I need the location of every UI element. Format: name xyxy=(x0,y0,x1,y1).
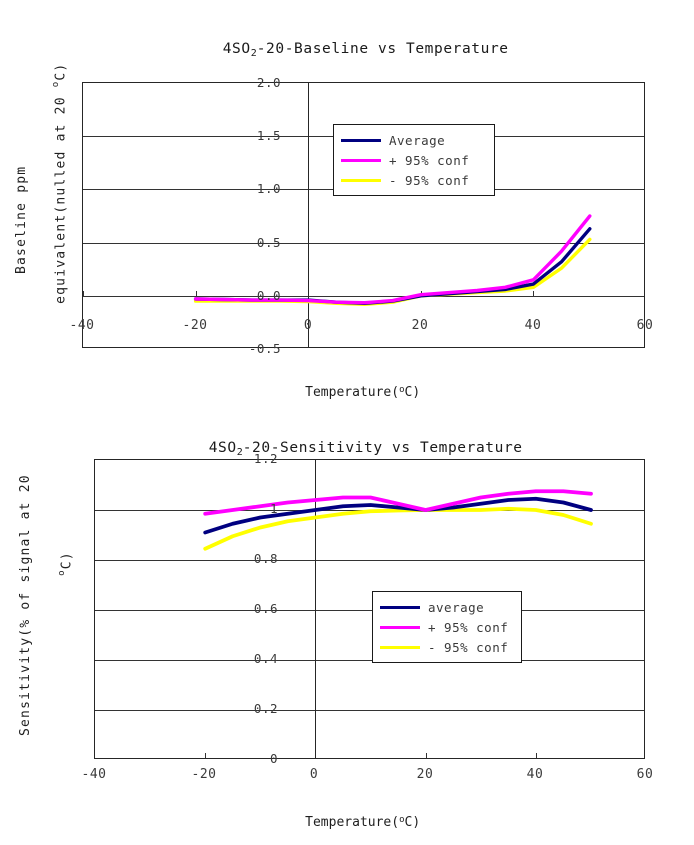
chart2-y-axis-title-line1: Sensitivity(% of signal at 20 xyxy=(18,474,33,736)
chart1-title-subscript: 2 xyxy=(250,48,257,59)
chart1-y-axis-title-line2-text: equivalent(nulled at 20 xyxy=(53,87,69,304)
sensitivity-chart-block: 4SO2-20-Sensitivity vs Temperature Sensi… xyxy=(0,400,694,833)
chart2-xtick-label--20: -20 xyxy=(191,767,217,782)
chart1-gridline-0.0 xyxy=(83,295,644,297)
chart1-x-axis-title-unit: C) xyxy=(404,385,421,400)
chart1-y-axis-title-line2-unit: C) xyxy=(53,62,69,81)
chart2-x-axis-title-unit: C) xyxy=(404,815,421,830)
chart2-gridline-0.8 xyxy=(95,560,644,561)
chart2-curves xyxy=(203,489,593,551)
degree-symbol-icon: o xyxy=(399,815,405,825)
chart2-series-upper-conf xyxy=(203,489,593,516)
chart2-legend-swatch-lower-conf xyxy=(380,645,420,649)
chart2-legend-swatch-average xyxy=(380,605,420,609)
chart2-ytick-label-0.4: 0.4 xyxy=(253,651,278,666)
chart2-title-prefix: 4SO xyxy=(208,440,237,456)
chart2-ytick-label-0.2: 0.2 xyxy=(253,701,278,716)
chart1-ytick-label-0.5: 0.5 xyxy=(256,235,281,250)
chart1-y-axis-title-line1: Baseline ppm xyxy=(14,165,29,275)
chart1-y-axis-title-line2: equivalent(nulled at 20 oC) xyxy=(36,63,83,340)
chart1-legend: Average + 95% conf - 95% conf xyxy=(333,124,495,196)
chart2-xtick-20 xyxy=(425,753,427,758)
chart1-x-axis-title: Temperature(oC) xyxy=(0,370,694,415)
chart1-title-prefix: 4SO xyxy=(222,41,251,57)
chart2-xtick-label-40: 40 xyxy=(526,767,544,782)
chart1-ytick-label-1.5: 1.5 xyxy=(256,128,281,143)
chart1-ytick-label-0.0: 0.0 xyxy=(256,288,281,303)
chart1-gridline-0.5 xyxy=(83,242,644,244)
chart1-xtick-label-20: 20 xyxy=(411,318,429,333)
chart2-gridline-0.4 xyxy=(95,660,644,661)
chart1-xtick--20 xyxy=(195,291,197,296)
chart1-xtick-label--20: -20 xyxy=(182,318,208,333)
chart2-legend-swatch-upper-conf xyxy=(380,625,420,629)
chart2-title-suffix: -20-Sensitivity vs Temperature xyxy=(242,440,523,456)
chart1-legend-item-lower-conf: - 95% conf xyxy=(341,170,485,190)
chart1-xtick-label-60: 60 xyxy=(636,318,654,333)
chart2-xtick-label-0: 0 xyxy=(309,767,319,782)
chart1-legend-item-average: Average xyxy=(341,130,485,150)
chart2-y-axis-title-line2-unit: C) xyxy=(59,551,75,570)
chart2-x-axis-title-text: Temperature( xyxy=(305,815,400,830)
chart1-x-axis-title-text: Temperature( xyxy=(305,385,400,400)
baseline-chart-block: 4SO2-20-Baseline vs Temperature Baseline… xyxy=(0,0,694,400)
chart1-legend-swatch-lower-conf xyxy=(341,178,381,182)
chart2-xtick-label-20: 20 xyxy=(416,767,434,782)
chart1-legend-label-average: Average xyxy=(389,132,446,148)
chart1-title-suffix: -20-Baseline vs Temperature xyxy=(256,41,509,57)
chart2-xtick-40 xyxy=(535,753,537,758)
chart2-gridline-0.6 xyxy=(95,610,644,611)
chart2-legend: average + 95% conf - 95% conf xyxy=(372,591,522,663)
chart2-gridline-0.2 xyxy=(95,710,644,711)
degree-symbol-icon: o xyxy=(51,80,61,88)
chart2-legend-item-average: average xyxy=(380,597,512,617)
chart1-vertical-axis xyxy=(308,83,310,347)
chart2-plot-area: average + 95% conf - 95% conf xyxy=(94,459,645,759)
chart1-legend-label-upper-conf: + 95% conf xyxy=(389,152,470,168)
chart1-xtick-label-40: 40 xyxy=(524,318,542,333)
chart1-ytick-label--0.5: -0.5 xyxy=(248,341,281,356)
chart2-title: 4SO2-20-Sensitivity vs Temperature xyxy=(0,424,694,474)
degree-symbol-icon: o xyxy=(399,385,405,395)
chart2-ytick-label-1: 1 xyxy=(269,501,278,516)
chart2-x-axis-title: Temperature(oC) xyxy=(0,800,694,845)
chart2-vertical-axis xyxy=(315,460,317,758)
chart1-series-upper-conf xyxy=(193,214,592,305)
chart1-ytick-label-2.0: 2.0 xyxy=(256,75,281,90)
chart1-xtick-label-0: 0 xyxy=(303,318,313,333)
chart1-xtick-40 xyxy=(533,291,535,296)
chart2-ytick-label-0: 0 xyxy=(269,751,278,766)
chart1-ytick-label-1.0: 1.0 xyxy=(256,181,281,196)
chart2-title-subscript: 2 xyxy=(236,447,243,458)
chart2-series-average xyxy=(203,496,593,535)
chart1-legend-swatch-upper-conf xyxy=(341,158,381,162)
chart2-legend-item-lower-conf: - 95% conf xyxy=(380,637,512,657)
chart2-ytick-label-0.8: 0.8 xyxy=(253,551,278,566)
degree-symbol-icon: o xyxy=(57,569,67,576)
chart2-xtick-label-60: 60 xyxy=(636,767,654,782)
chart1-title: 4SO2-20-Baseline vs Temperature xyxy=(0,25,694,75)
chart1-plot-area: Average + 95% conf - 95% conf xyxy=(82,82,645,348)
chart2-ytick-label-0.6: 0.6 xyxy=(253,601,278,616)
chart1-legend-item-upper-conf: + 95% conf xyxy=(341,150,485,170)
chart2-series-lower-conf xyxy=(203,506,593,551)
chart1-legend-label-lower-conf: - 95% conf xyxy=(389,172,470,188)
chart2-legend-label-upper-conf: + 95% conf xyxy=(428,619,509,635)
chart2-legend-label-average: average xyxy=(428,599,485,615)
chart1-xtick--40 xyxy=(83,291,84,296)
chart2-y-axis-title-line2: oC) xyxy=(42,551,89,612)
chart2-ytick-label-1.2: 1.2 xyxy=(253,451,278,466)
chart1-xtick-label--40: -40 xyxy=(69,318,95,333)
chart2-legend-label-lower-conf: - 95% conf xyxy=(428,639,509,655)
chart2-legend-item-upper-conf: + 95% conf xyxy=(380,617,512,637)
chart2-xtick-label--40: -40 xyxy=(81,767,107,782)
chart1-legend-swatch-average xyxy=(341,138,381,142)
chart2-xtick--20 xyxy=(205,753,207,758)
chart1-curves xyxy=(193,214,592,307)
